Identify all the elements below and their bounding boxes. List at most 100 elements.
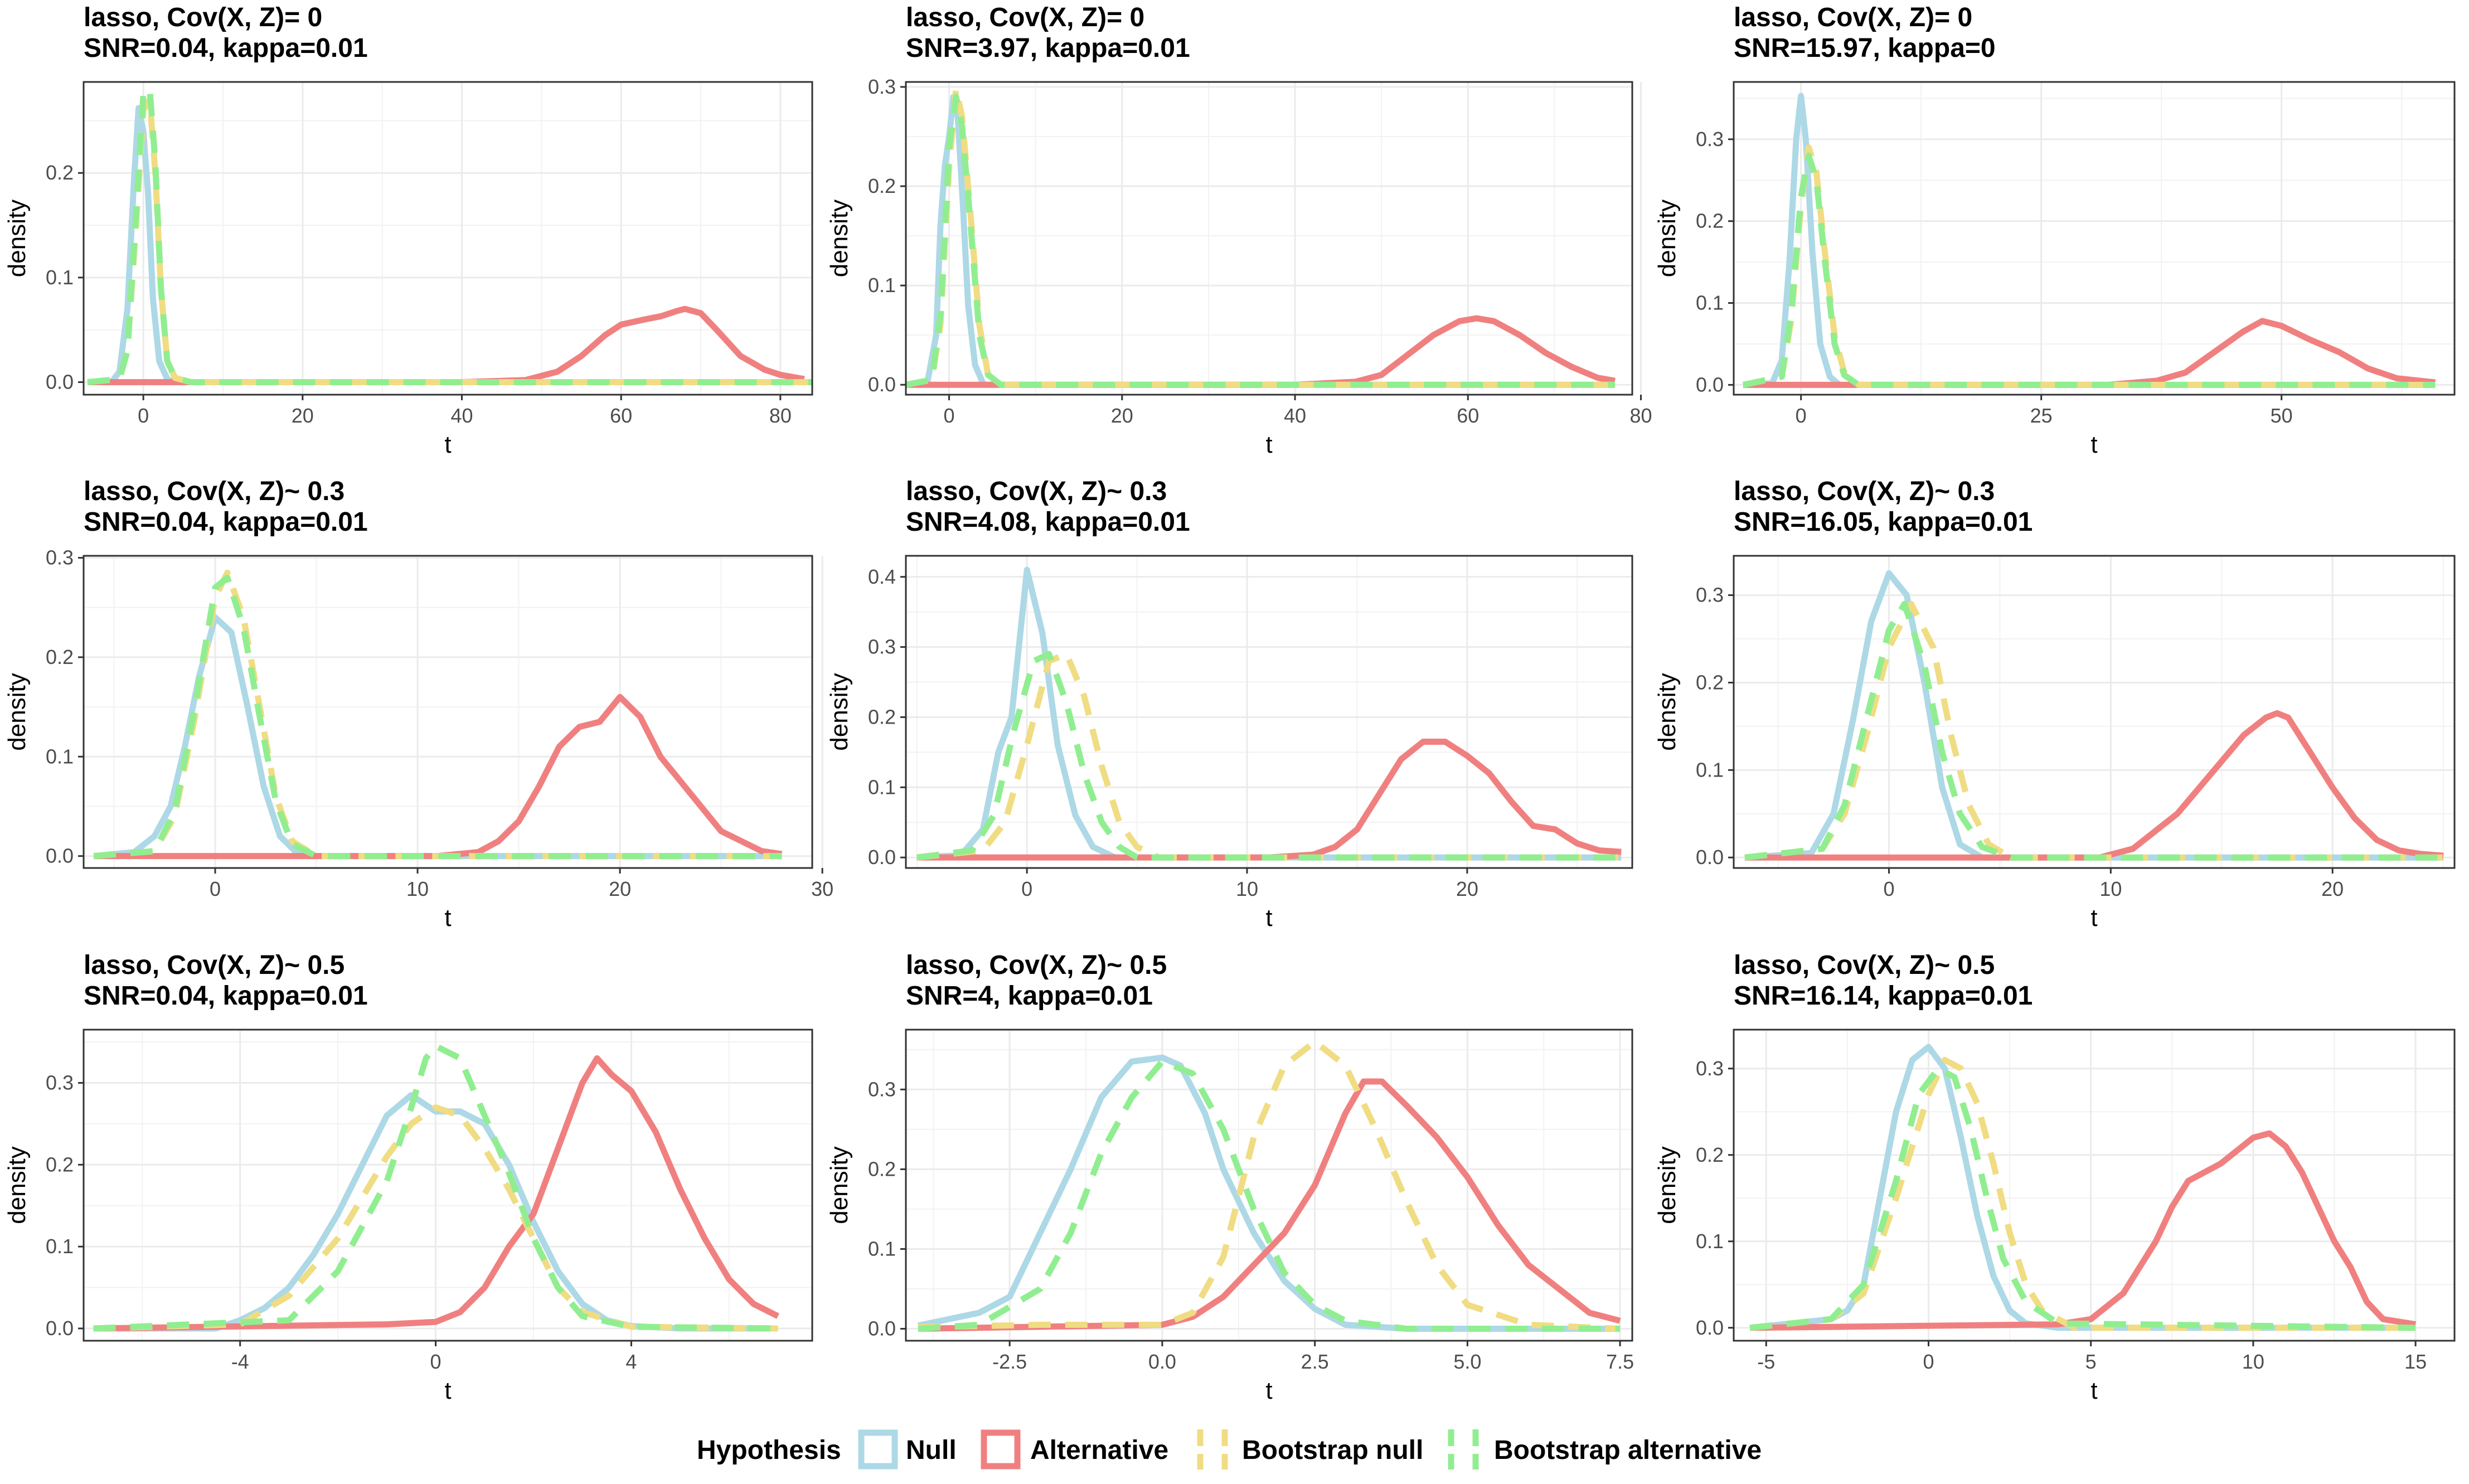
legend-label-alternative: Alternative [1030,1435,1168,1465]
x-tick-label: 60 [610,404,632,427]
y-tick-label: 0.3 [868,636,896,658]
series-bootstrap-alternative-line [93,1042,778,1332]
x-tick-label: 10 [1236,877,1258,900]
series-alternative-line [1744,710,2444,861]
x-tick-label: 20 [609,877,631,900]
panel-2: 0 20 40 60 80 0.0 0.1 0.2 0.3 t density [826,75,1652,458]
y-tick-label: 0.0 [46,1317,74,1340]
y-tick-label: 0.2 [1696,671,1724,693]
series-null-line [1749,1044,2416,1331]
y-tick-label: 0.3 [868,1078,896,1100]
x-tick-label: 50 [2271,404,2293,427]
panel-7-title: lasso, Cov(X, Z)~ 0.5 [84,950,345,980]
x-tick-label: 30 [811,877,833,900]
panel-border [1733,81,2456,396]
x-tick-label: -2.5 [992,1350,1027,1373]
x-tick-label: 5.0 [1453,1350,1481,1373]
series-bootstrap-null-line [87,96,812,385]
series-bootstrap-alternative-line [93,574,782,860]
y-tick-label: 0.3 [1696,584,1724,607]
series-alternative-line [1743,318,2436,388]
legend-key-alternative [981,1429,1021,1470]
panel-8: -2.5 0.0 2.5 5.0 7.5 0.0 0.1 0.2 0.3 t density [826,1029,1634,1404]
panel-border [905,555,1633,869]
series-bootstrap-alternative-line [1743,152,2436,388]
y-tick-label: 0.0 [868,373,896,396]
y-tick-label: 0.1 [868,1237,896,1260]
y-tick-label: 0.0 [1696,1316,1724,1339]
y-tick-label: 0.2 [46,1153,74,1176]
x-tick-label: 40 [1284,404,1306,427]
y-axis-title: density [826,1146,853,1224]
panel-5-title: lasso, Cov(X, Z)~ 0.3 [906,477,1167,506]
x-axis-title: t [1265,431,1272,458]
series-bootstrap-null-line [906,86,1615,388]
y-axis-title: density [826,673,853,750]
x-axis-title: t [1265,1377,1272,1404]
x-tick-label: 0 [1923,1350,1934,1373]
x-tick-label: 0.0 [1148,1350,1176,1373]
panel-2-title: lasso, Cov(X, Z)= 0 [906,3,1145,32]
x-tick-label: 0 [430,1350,442,1373]
series-bootstrap-null-line [93,569,782,860]
x-tick-label: 20 [1456,877,1478,900]
x-tick-label: 7.5 [1606,1350,1634,1373]
y-axis-title: density [3,673,31,750]
panel-2-subtitle: SNR=3.97, kappa=0.01 [906,33,1190,63]
y-tick-label: 0.4 [868,565,896,588]
x-axis-title: t [444,1377,451,1404]
panel-3-subtitle: SNR=15.97, kappa=0 [1734,33,1996,63]
x-tick-label: 10 [2242,1350,2264,1373]
series-bootstrap-alternative-line [1749,1065,2416,1331]
series-bootstrap-null-line [1744,600,2444,861]
x-axis-title: t [2090,904,2097,932]
y-tick-label: 0.1 [1696,1230,1724,1253]
panel-1-title: lasso, Cov(X, Z)= 0 [84,3,323,32]
y-tick-label: 0.0 [46,370,74,393]
legend-key-bootstrap-null [1197,1429,1228,1470]
legend-key-null [858,1429,898,1470]
panel-8-subtitle: SNR=4, kappa=0.01 [906,981,1153,1011]
series-bootstrap-alternative-line [87,86,812,385]
x-tick-label: 0 [944,404,955,427]
panel-1-subtitle: SNR=0.04, kappa=0.01 [84,33,368,63]
series-alternative-line [918,1078,1621,1332]
legend-key-bootstrap-alternative [1448,1429,1479,1470]
y-tick-label: 0.2 [1696,210,1724,232]
series-null-line [93,614,782,860]
panel-5-subtitle: SNR=4.08, kappa=0.01 [906,507,1190,537]
y-tick-label: 0.2 [868,705,896,728]
panel-6-title: lasso, Cov(X, Z)~ 0.3 [1734,477,1995,506]
legend-label-bootstrap-alternative: Bootstrap alternative [1494,1435,1762,1465]
panel-4-subtitle: SNR=0.04, kappa=0.01 [84,507,368,537]
x-tick-label: 60 [1457,404,1479,427]
x-tick-label: -4 [231,1350,249,1373]
x-tick-label: 10 [406,877,429,900]
x-tick-label: 80 [1629,404,1652,427]
y-tick-label: 0.1 [868,775,896,798]
panel-5: 0 10 20 0.0 0.1 0.2 0.3 0.4 t density [826,555,1633,932]
series-bootstrap-null-line [93,1104,778,1332]
x-axis-title: t [2090,1377,2097,1404]
y-axis-title: density [826,200,853,277]
panel-9-title: lasso, Cov(X, Z)~ 0.5 [1734,950,1995,980]
y-tick-label: 0.3 [1696,1057,1724,1080]
panel-9-subtitle: SNR=16.14, kappa=0.01 [1734,981,2033,1011]
series-null-line [916,566,1622,861]
series-null-line [1743,93,2436,388]
x-axis-title: t [2090,431,2097,458]
y-tick-label: 0.1 [1696,758,1724,781]
y-tick-label: 0.0 [1696,846,1724,869]
series-null-line [906,94,1615,388]
y-tick-label: 0.3 [868,75,896,98]
y-axis-title: density [1653,673,1681,750]
y-tick-label: 0.2 [1696,1143,1724,1166]
series-null-line [88,105,812,385]
x-tick-label: 40 [450,404,473,427]
panel-4-title: lasso, Cov(X, Z)~ 0.3 [84,477,345,506]
panel-border [1733,555,2456,869]
y-axis-title: density [3,200,31,277]
series-bootstrap-null-line [916,651,1622,861]
panel-4: 0 10 20 30 0.0 0.1 0.2 0.3 t density [3,546,833,932]
